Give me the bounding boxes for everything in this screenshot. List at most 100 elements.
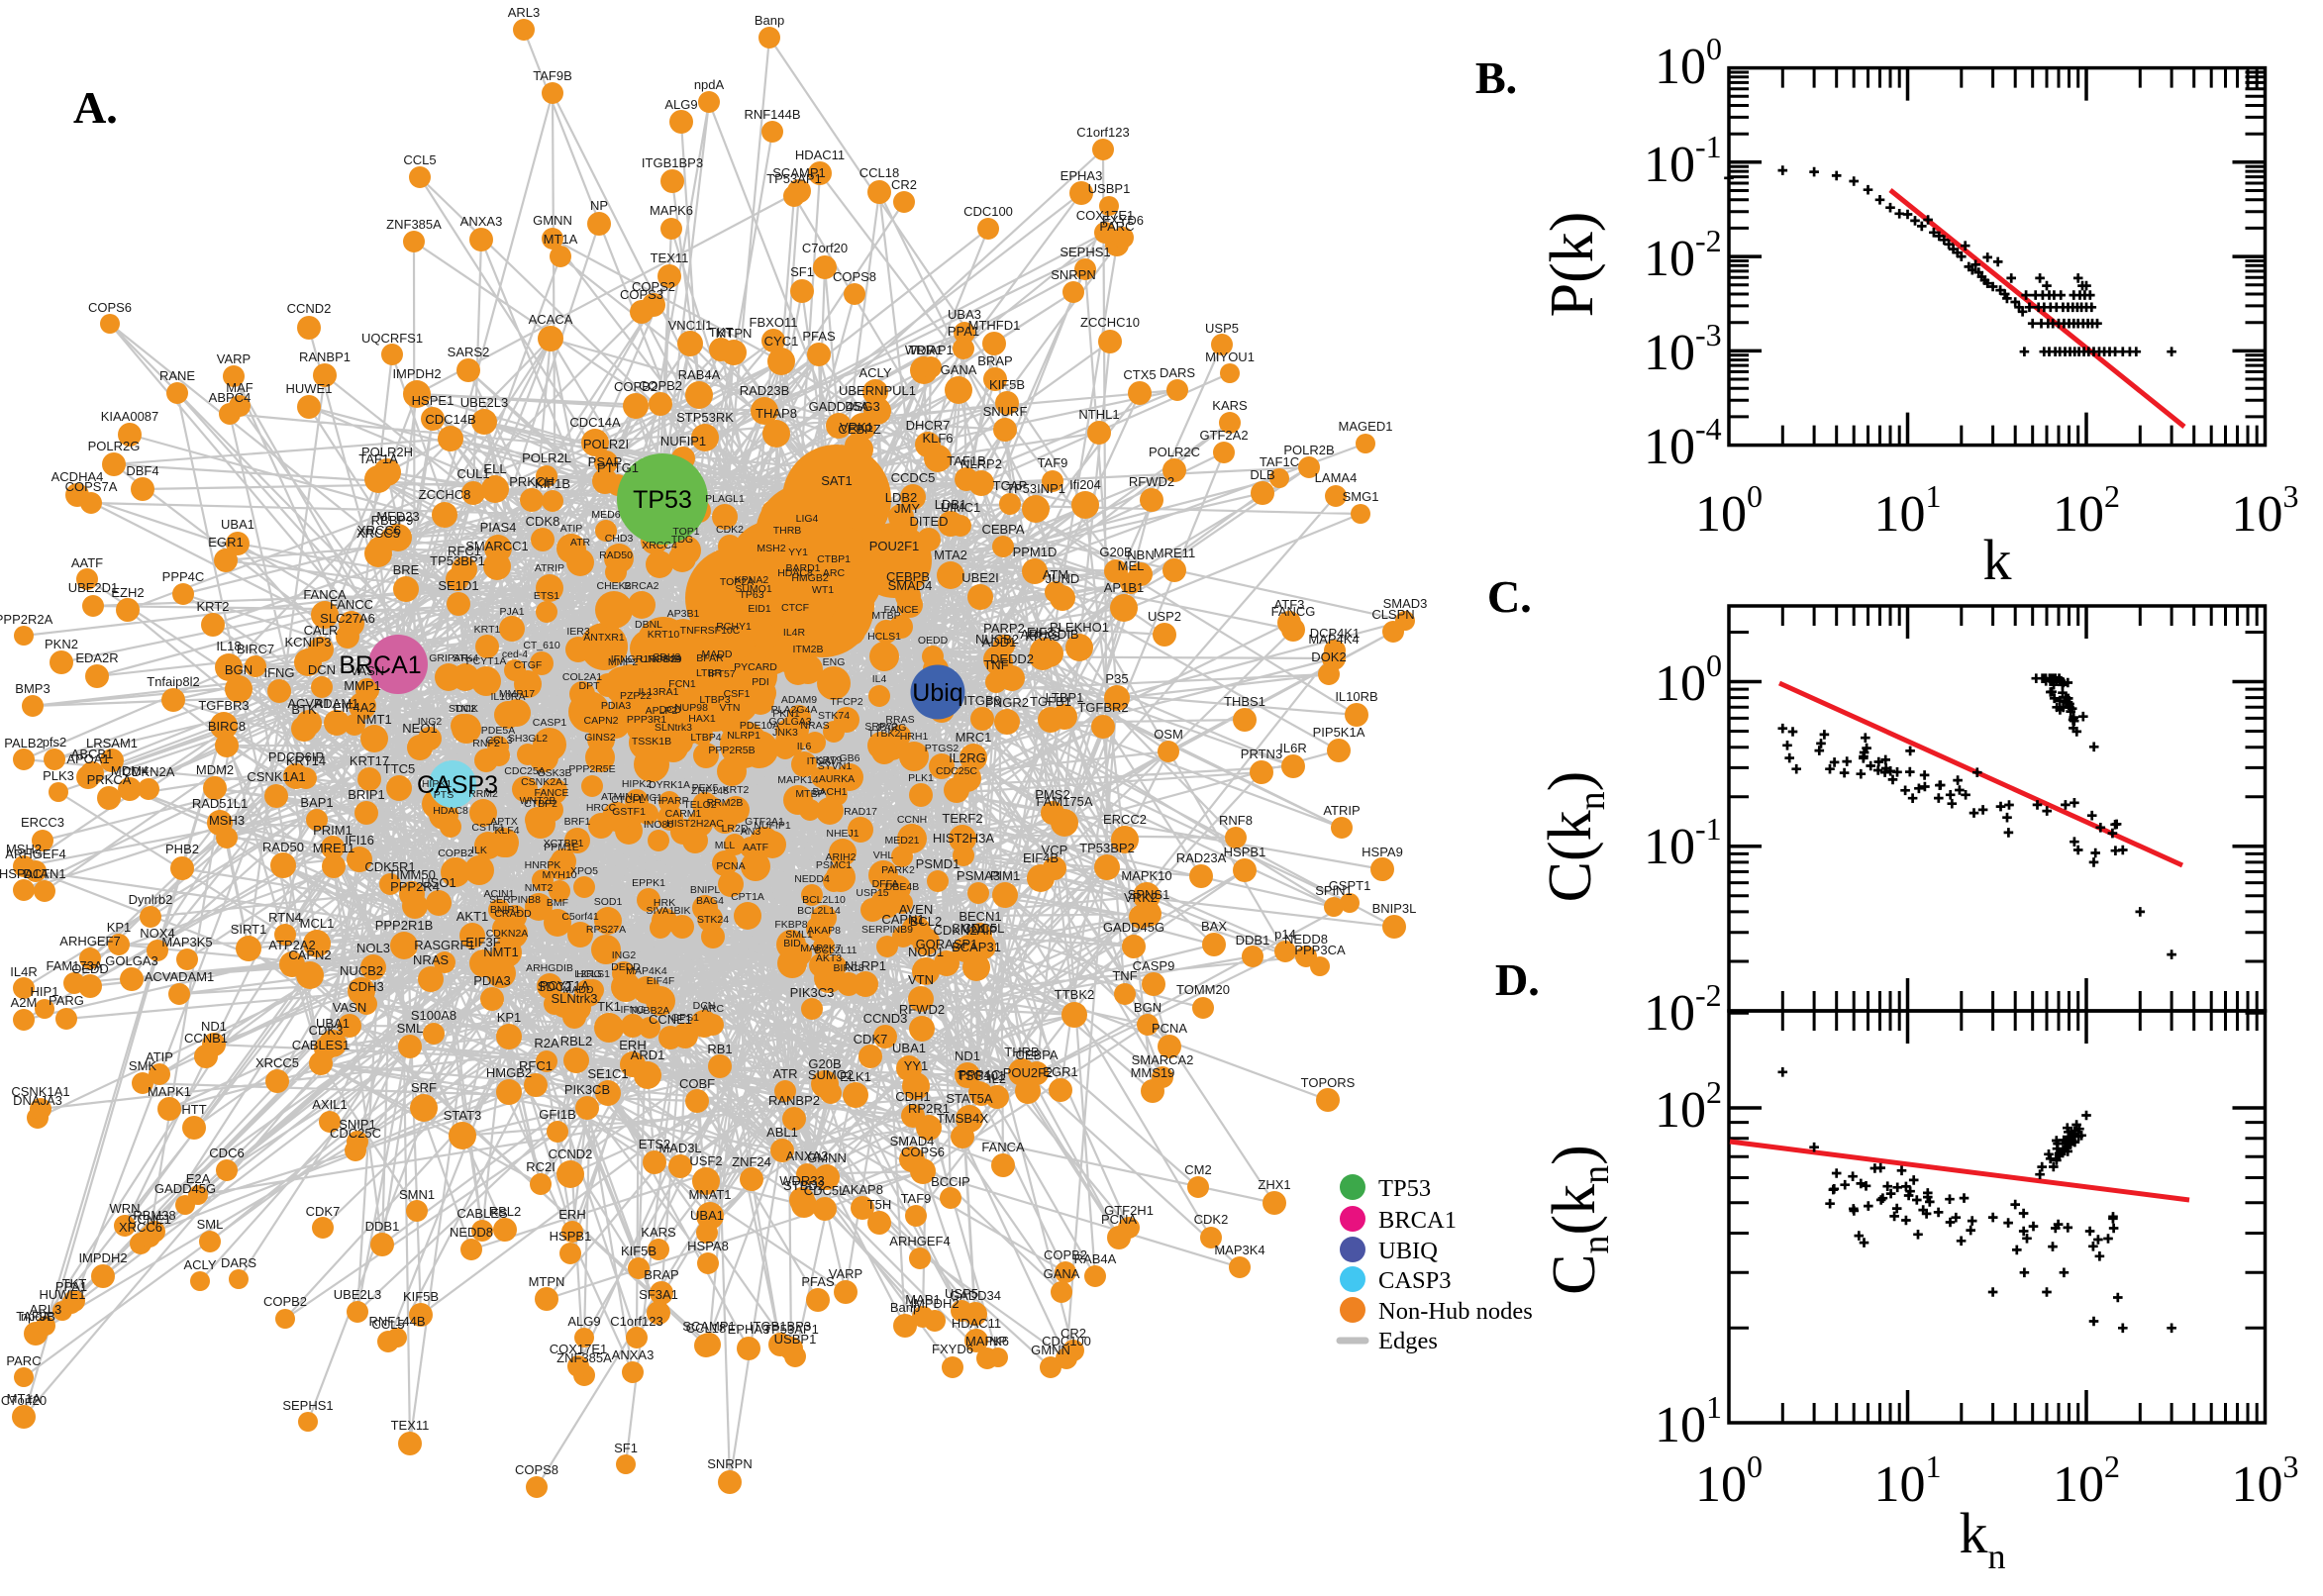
svg-text:BCL2L10: BCL2L10 (802, 894, 846, 906)
svg-text:DDB1: DDB1 (1236, 933, 1270, 948)
svg-text:HDAC8: HDAC8 (433, 805, 468, 817)
svg-text:PCYT1A: PCYT1A (466, 655, 507, 667)
svg-text:COPB2: COPB2 (1044, 1247, 1087, 1262)
svg-text:SIVA1: SIVA1 (647, 905, 675, 917)
svg-text:WDR33: WDR33 (779, 1173, 825, 1188)
svg-text:KCNIP3: KCNIP3 (285, 635, 332, 649)
svg-text:Ifi204: Ifi204 (1069, 477, 1101, 492)
svg-text:STK4: STK4 (453, 652, 478, 664)
svg-text:102: 102 (1655, 1074, 1722, 1139)
svg-text:ZHX1: ZHX1 (1258, 1177, 1290, 1192)
svg-text:NRAS: NRAS (800, 720, 829, 732)
svg-text:ND1: ND1 (201, 1019, 227, 1034)
svg-text:KIAA0087: KIAA0087 (101, 409, 159, 424)
svg-text:MRE11: MRE11 (1154, 546, 1195, 560)
svg-text:GRIPAR: GRIPAR (429, 652, 468, 664)
svg-text:APOA1: APOA1 (66, 751, 109, 766)
svg-text:TP53: TP53 (633, 486, 692, 514)
svg-text:BCL2L11: BCL2L11 (814, 945, 857, 956)
svg-text:ATM: ATM (1043, 567, 1068, 582)
svg-text:COPB2: COPB2 (263, 1294, 307, 1309)
svg-text:APLP2: APLP2 (646, 705, 678, 717)
svg-text:CEBPB: CEBPB (886, 569, 930, 584)
svg-text:CHEK2: CHEK2 (596, 580, 631, 592)
svg-text:T5H: T5H (867, 1197, 892, 1212)
svg-text:XCTBP1: XCTBP1 (544, 838, 584, 849)
svg-text:TFCP2: TFCP2 (830, 696, 862, 708)
svg-text:POLR2L: POLR2L (522, 450, 571, 465)
svg-text:IMPDH2: IMPDH2 (78, 1250, 127, 1265)
svg-text:Ubiq: Ubiq (912, 679, 962, 707)
svg-text:IFI16: IFI16 (345, 833, 374, 848)
svg-text:EIF4F: EIF4F (647, 975, 675, 987)
svg-text:RANE: RANE (159, 368, 195, 383)
svg-text:ND1: ND1 (955, 1048, 980, 1063)
svg-text:MTA2: MTA2 (934, 548, 967, 562)
svg-text:TCAP: TCAP (993, 478, 1028, 493)
svg-text:LIG4: LIG4 (796, 513, 819, 525)
svg-text:VTN: VTN (908, 972, 934, 987)
svg-text:LDB1: LDB1 (935, 497, 967, 512)
svg-text:DDB1: DDB1 (365, 1219, 400, 1234)
svg-text:RNF144B: RNF144B (368, 1314, 425, 1329)
svg-text:UBERNPUL1: UBERNPUL1 (839, 383, 916, 398)
svg-text:GMNN: GMNN (807, 1150, 847, 1165)
svg-text:GMNN: GMNN (533, 213, 572, 228)
svg-text:C.: C. (1487, 571, 1532, 622)
svg-text:ARHGDIB: ARHGDIB (526, 962, 573, 974)
svg-text:CSNK1A1: CSNK1A1 (247, 769, 305, 784)
svg-text:GPS1: GPS1 (671, 1012, 699, 1024)
svg-text:TNF: TNF (983, 657, 1008, 672)
svg-text:WDR1: WDR1 (905, 343, 943, 357)
svg-text:PCNA: PCNA (1101, 1212, 1137, 1227)
svg-text:CDC5L: CDC5L (804, 1183, 847, 1198)
svg-text:USBP1: USBP1 (774, 1332, 817, 1347)
svg-text:BCAP31: BCAP31 (952, 940, 1001, 954)
svg-text:SLNtrk3: SLNtrk3 (655, 722, 692, 734)
svg-text:CCL18: CCL18 (859, 165, 899, 180)
svg-text:MED23: MED23 (376, 509, 419, 524)
svg-text:PRIM1: PRIM1 (313, 823, 353, 838)
svg-text:NLRP1: NLRP1 (845, 958, 886, 973)
svg-text:BACH1: BACH1 (812, 786, 847, 798)
svg-text:ANXA3: ANXA3 (612, 1347, 655, 1362)
svg-text:BGN: BGN (1134, 1000, 1162, 1015)
svg-text:UBA3: UBA3 (948, 307, 981, 322)
svg-text:UBA1: UBA1 (221, 517, 254, 532)
svg-text:PDI: PDI (752, 676, 769, 688)
svg-text:RCHY1: RCHY1 (716, 621, 752, 633)
svg-text:SLC27A6: SLC27A6 (320, 611, 375, 626)
svg-text:NTHL1: NTHL1 (1078, 407, 1119, 422)
svg-text:MAP1: MAP1 (905, 1292, 940, 1307)
svg-text:CSF1: CSF1 (724, 688, 751, 700)
svg-text:NEO1: NEO1 (402, 721, 437, 736)
svg-text:RC2I: RC2I (526, 1159, 556, 1174)
svg-text:MSH3: MSH3 (209, 813, 245, 828)
svg-text:TEX11: TEX11 (391, 1418, 430, 1433)
svg-text:RFC1: RFC1 (519, 1058, 553, 1073)
svg-text:UNC84B: UNC84B (640, 653, 680, 665)
svg-text:ARHGDIB: ARHGDIB (1020, 627, 1078, 642)
svg-text:JNK3: JNK3 (772, 727, 798, 739)
svg-text:NMT1: NMT1 (483, 945, 518, 959)
svg-text:CYC1: CYC1 (764, 334, 799, 349)
svg-text:RBBP9: RBBP9 (371, 513, 414, 528)
svg-text:USBP1: USBP1 (1088, 181, 1131, 196)
svg-text:PPM1E: PPM1E (544, 842, 579, 853)
svg-text:ced-4: ced-4 (502, 648, 528, 660)
svg-text:SMG1: SMG1 (1343, 489, 1379, 504)
svg-text:TIMM50: TIMM50 (388, 867, 436, 882)
svg-text:NUFIP1: NUFIP1 (754, 820, 791, 832)
svg-text:ARL3: ARL3 (30, 1302, 62, 1317)
svg-text:HDAC8: HDAC8 (777, 567, 813, 579)
svg-text:G20B: G20B (1099, 545, 1132, 559)
svg-text:ERCC3: ERCC3 (21, 815, 64, 830)
svg-text:COPS3: COPS3 (620, 287, 663, 302)
svg-text:GOLGA3: GOLGA3 (105, 953, 157, 968)
svg-text:CRADD: CRADD (494, 908, 532, 920)
svg-text:KIF1B: KIF1B (535, 476, 570, 491)
svg-text:KRT2: KRT2 (723, 784, 750, 796)
svg-text:CTBP1: CTBP1 (817, 553, 851, 565)
svg-text:TAF1B: TAF1B (947, 453, 986, 468)
svg-text:PSAP: PSAP (588, 454, 623, 469)
